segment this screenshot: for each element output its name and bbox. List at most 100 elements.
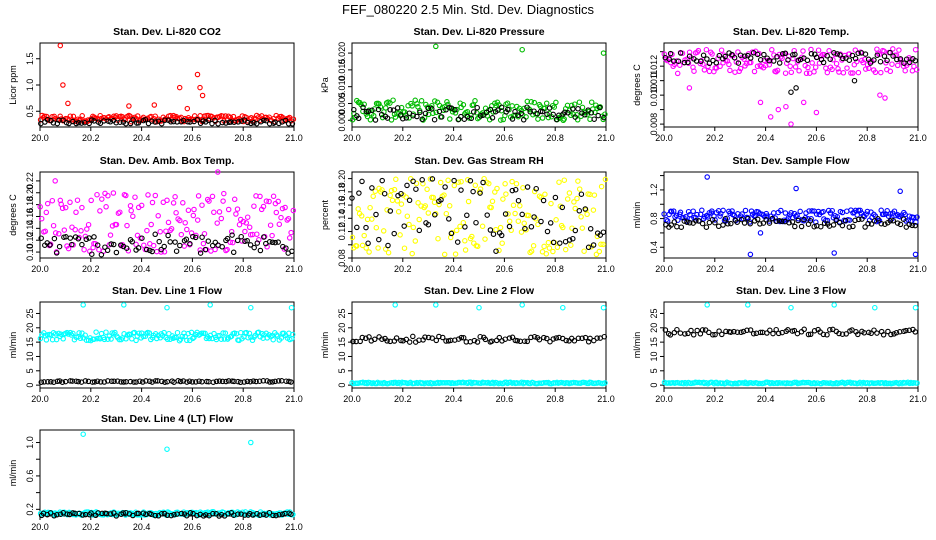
data-point: [409, 250, 415, 257]
data-point: [41, 379, 47, 385]
data-point: [704, 174, 710, 180]
data-point: [880, 332, 887, 338]
data-point: [130, 117, 136, 123]
data-point: [519, 46, 525, 53]
data-point: [199, 234, 205, 240]
data-point: [806, 208, 812, 214]
x-tick-label: 20.0: [31, 264, 49, 274]
data-point: [774, 53, 780, 60]
data-point: [370, 112, 377, 119]
data-point: [520, 185, 526, 191]
data-point: [204, 378, 210, 385]
data-point: [184, 512, 190, 519]
data-point: [859, 216, 865, 222]
y-tick-label: 20: [337, 323, 347, 333]
y-tick-label: 0.008: [649, 113, 659, 136]
data-point: [489, 198, 496, 205]
data-point: [502, 211, 509, 217]
data-point: [228, 119, 234, 125]
data-point: [77, 335, 84, 342]
data-point: [678, 224, 685, 230]
data-point: [273, 209, 280, 216]
data-point: [278, 214, 284, 221]
data-point: [550, 248, 556, 255]
data-point: [602, 176, 609, 183]
data-point: [254, 240, 261, 246]
data-point: [667, 50, 674, 57]
y-tick-label: 0.011: [649, 70, 659, 92]
data-point: [196, 378, 202, 384]
data-point: [912, 222, 918, 229]
data-point: [398, 337, 404, 344]
x-tick-label: 21.0: [285, 264, 303, 274]
data-point: [862, 51, 869, 57]
y-tick-label: 15: [649, 337, 659, 347]
plot-frame: [39, 301, 295, 389]
data-point: [515, 197, 522, 204]
data-point: [51, 113, 57, 120]
y-tick-label: 20: [25, 323, 35, 333]
data-point: [690, 208, 696, 214]
data-point: [872, 304, 878, 311]
data-point: [218, 215, 225, 222]
data-point: [82, 378, 89, 384]
chart-title: Stan. Dev. Sample Flow: [732, 155, 850, 167]
data-point: [76, 330, 82, 336]
data-point: [215, 169, 221, 175]
data-point: [909, 68, 916, 74]
data-point: [468, 112, 474, 119]
data-point: [830, 57, 836, 63]
data-point: [448, 230, 455, 237]
data-point: [462, 247, 469, 253]
data-point: [514, 338, 521, 344]
data-point: [200, 118, 206, 124]
data-point: [497, 224, 504, 231]
data-point: [248, 120, 254, 127]
data-point: [517, 203, 523, 209]
data-point: [164, 197, 170, 204]
data-point: [850, 70, 856, 76]
data-point: [224, 246, 230, 253]
data-point: [235, 378, 241, 385]
data-point: [902, 211, 908, 218]
data-point: [576, 99, 583, 105]
data-point: [178, 231, 185, 238]
data-point: [355, 115, 362, 122]
data-point: [909, 222, 915, 229]
data-point: [566, 190, 573, 196]
data-point: [521, 220, 527, 227]
data-point: [406, 110, 413, 116]
data-point: [157, 228, 163, 235]
data-point: [372, 188, 379, 194]
data-point: [585, 244, 592, 251]
data-point: [706, 219, 713, 226]
data-point: [818, 53, 825, 59]
data-point: [436, 108, 443, 115]
data-point: [185, 330, 191, 337]
data-point: [866, 65, 872, 72]
data-point: [824, 380, 830, 386]
data-point: [560, 304, 566, 311]
data-point: [504, 100, 511, 106]
data-point: [193, 232, 199, 239]
data-point: [903, 56, 910, 62]
data-point: [118, 379, 124, 385]
data-point: [846, 57, 853, 63]
data-point: [582, 112, 588, 118]
data-point: [824, 69, 831, 76]
data-point: [80, 512, 86, 518]
chart-panel-8: Stan. Dev. Line 2 Flow 20.0 20.2 20.4 20.6 20…: [320, 285, 615, 404]
data-point: [452, 110, 459, 116]
data-point: [903, 224, 910, 230]
data-point: [446, 104, 452, 111]
data-point: [694, 327, 700, 334]
data-point: [461, 116, 468, 122]
data-point: [744, 327, 750, 334]
data-point: [139, 379, 146, 385]
data-point: [851, 77, 858, 84]
data-point: [222, 113, 229, 119]
data-point: [872, 69, 879, 76]
data-point: [568, 102, 575, 109]
data-point: [543, 100, 550, 107]
data-point: [185, 119, 191, 125]
